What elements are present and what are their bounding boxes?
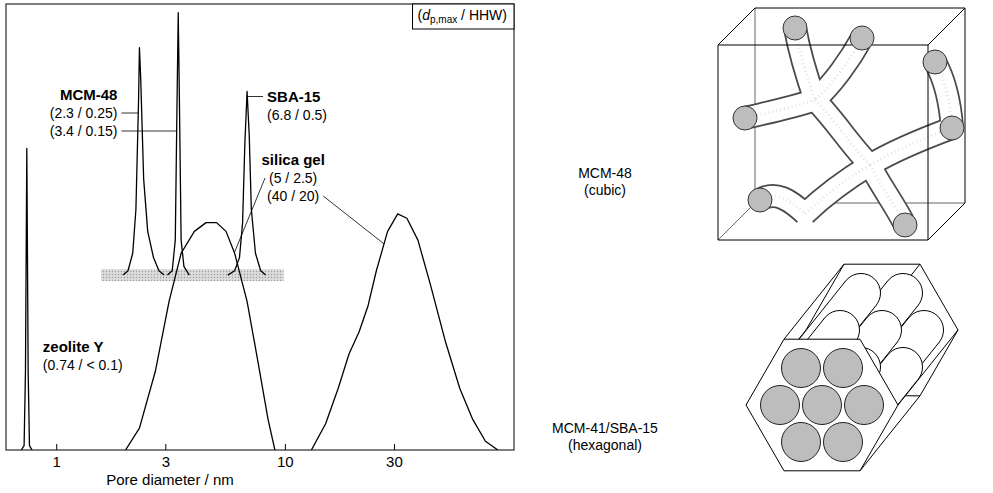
series-annotation: (5 / 2.5)	[269, 170, 317, 186]
plot-frame	[6, 4, 514, 450]
pore-tube-shade	[805, 165, 870, 214]
cube-edge	[718, 45, 719, 240]
diagram-name: MCM-41/SBA-15	[552, 420, 658, 436]
distribution-curve	[311, 214, 497, 450]
pore-tube-shade	[870, 128, 952, 165]
distribution-curve	[123, 48, 164, 275]
pore-opening	[923, 50, 947, 74]
series-name: SBA-15	[267, 88, 320, 105]
header-subscript: p,max	[430, 14, 457, 25]
header-suffix: / HHW)	[457, 7, 507, 23]
pore-tube-wall	[870, 128, 952, 165]
pore-opening	[940, 116, 964, 140]
pore-tube-shade	[815, 100, 870, 165]
header-box	[413, 4, 514, 29]
curves	[21, 13, 498, 450]
pore-opening	[783, 16, 807, 40]
x-axis-title: Pore diameter / nm	[106, 471, 234, 488]
pore-opening	[824, 423, 863, 462]
pore-opening	[782, 349, 821, 388]
distribution-curve	[167, 13, 189, 275]
distribution-curve	[228, 91, 266, 275]
pore-opening	[748, 188, 772, 212]
series-name: silica gel	[261, 151, 324, 168]
cube-edge	[718, 8, 755, 45]
cube-edge	[965, 8, 966, 203]
prism-front-face	[746, 339, 898, 471]
diagram-structure: (cubic)	[584, 182, 626, 198]
pore-tube	[805, 165, 870, 214]
distribution-curve	[21, 148, 32, 450]
pore-tube	[870, 128, 952, 165]
pore-tube-wall	[815, 100, 870, 165]
cube-edge	[928, 203, 965, 240]
x-tick-label: 30	[386, 453, 403, 470]
series-annotation: (40 / 20)	[267, 188, 319, 204]
pore-opening	[803, 386, 842, 425]
pore-tube-wall	[805, 165, 870, 214]
leader-line	[323, 196, 384, 244]
pore-opening	[824, 349, 863, 388]
pore-opening	[893, 213, 917, 237]
diagram-name: MCM-48	[578, 165, 632, 181]
cube-edge	[718, 45, 928, 46]
figure: 1 3 10 30 Pore diameter / nm (dp,max / HHW) ze…	[0, 0, 993, 493]
pore-tube	[815, 100, 870, 165]
leader-line	[121, 131, 176, 132]
x-tick-label: 10	[277, 453, 294, 470]
x-tick-label: 3	[162, 453, 170, 470]
cubic-diagram	[718, 8, 965, 240]
leader-line	[247, 96, 263, 97]
x-tick	[394, 444, 395, 450]
series-annotation: (0.74 / < 0.1)	[43, 357, 123, 373]
series-name: MCM-48	[60, 86, 118, 103]
series-name: zeolite Y	[43, 338, 104, 355]
pore-opening	[850, 26, 874, 50]
cube-edge	[928, 45, 929, 240]
cube-edge	[755, 8, 965, 9]
cube-edge	[928, 8, 965, 45]
x-tick	[56, 444, 57, 450]
distribution-curve	[126, 223, 275, 450]
cube-edge	[718, 203, 755, 240]
x-tick	[165, 444, 166, 450]
hexagonal-diagram	[746, 264, 958, 471]
header-annotation: (dp,max / HHW)	[418, 7, 507, 25]
pore-opening	[782, 423, 821, 462]
x-tick	[285, 444, 286, 450]
series-annotation: (3.4 / 0.15)	[50, 123, 118, 139]
leader-line	[234, 178, 265, 253]
x-tick-label: 1	[53, 453, 61, 470]
pore-opening	[845, 386, 884, 425]
leader-line	[121, 113, 138, 114]
pore-opening	[761, 386, 800, 425]
series-annotation: (2.3 / 0.25)	[50, 105, 118, 121]
cube-edge	[718, 240, 928, 241]
series-annotation: (6.8 / 0.5)	[267, 107, 327, 123]
pore-opening	[733, 106, 757, 130]
diagram-structure: (hexagonal)	[568, 437, 642, 453]
